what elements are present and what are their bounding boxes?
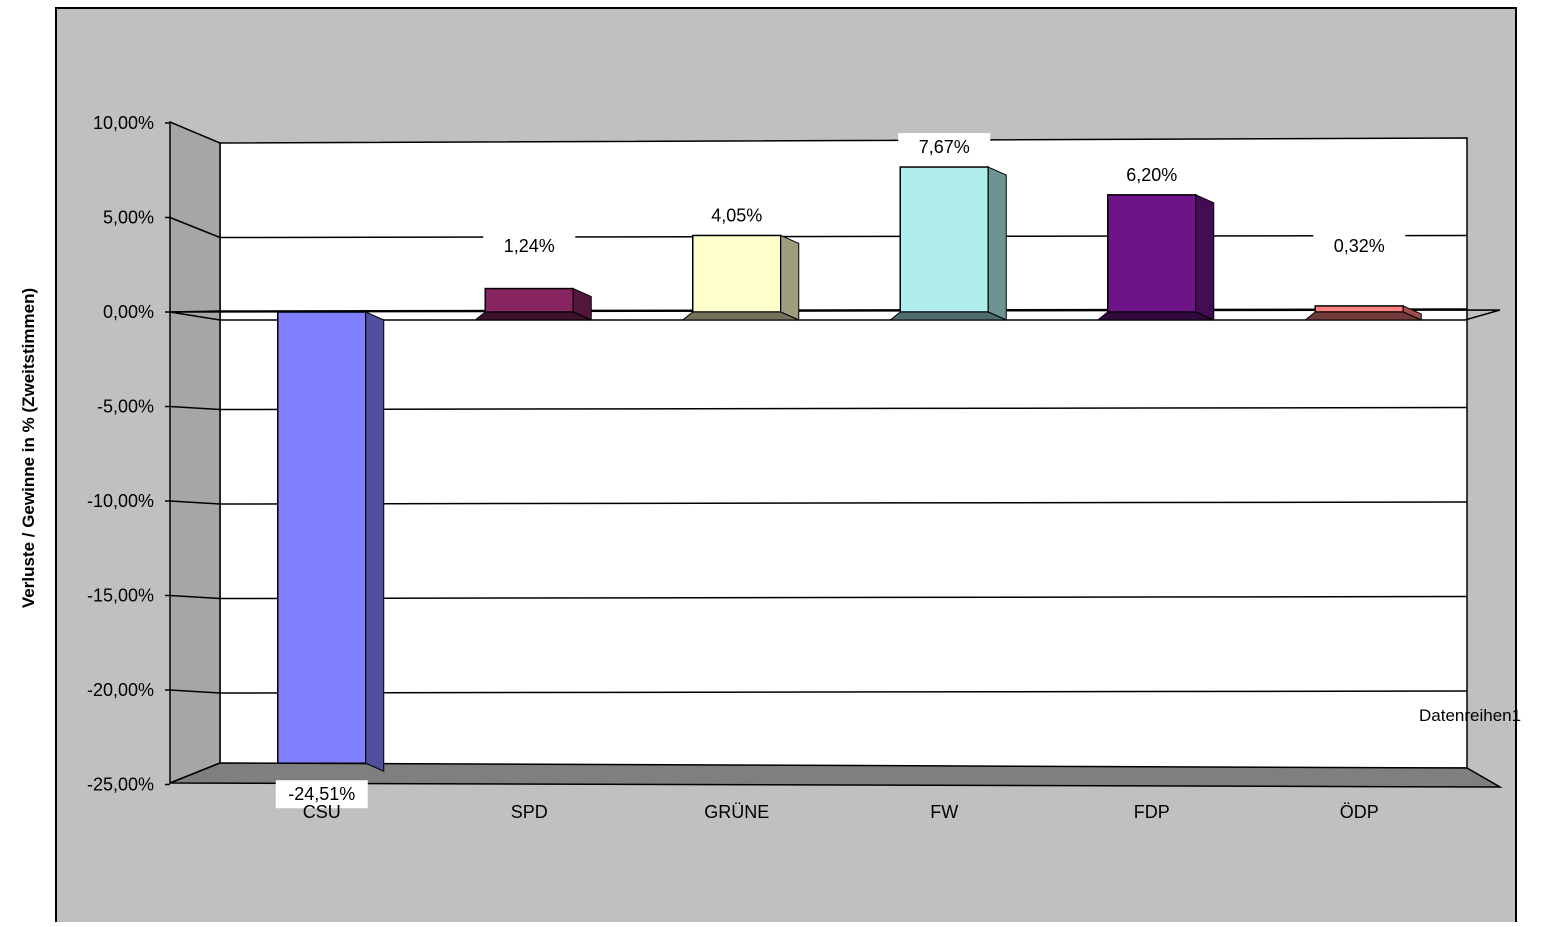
data-label-bg [1105, 160, 1198, 189]
gridline-side [169, 405, 221, 411]
y-tick-label: -25,00% [87, 775, 154, 795]
bar-side-fw [987, 166, 1007, 321]
plot-back-wall [219, 137, 1468, 769]
category-label: SPD [511, 802, 548, 822]
category-label: GRÜNE [704, 802, 769, 822]
bar-base-fw [888, 311, 1007, 321]
y-axis-label: Verluste / Gewinne in % (Zweitstimmen) [19, 288, 38, 608]
bar-base-fdp [1096, 311, 1214, 321]
y-tick-label: -5,00% [97, 397, 154, 417]
data-label-bg [483, 232, 576, 260]
category-label: FDP [1134, 802, 1170, 822]
data-label-bg [690, 201, 783, 230]
gridline-side [169, 594, 221, 600]
plot-floor [169, 762, 1503, 788]
y-tick-label: -20,00% [87, 680, 154, 700]
bar-csu [277, 311, 367, 764]
bar-base-grüne [681, 311, 799, 321]
y-tick-label: 5,00% [103, 208, 154, 228]
gridline-side [169, 689, 221, 694]
gridline [219, 234, 1468, 239]
bar-fw [899, 166, 989, 313]
y-tick-label: -10,00% [87, 491, 154, 511]
category-label: CSU [303, 802, 341, 822]
data-label: 4,05% [711, 205, 762, 225]
category-label: ÖDP [1340, 802, 1379, 822]
y-tick-label: 0,00% [103, 302, 154, 322]
gridline [219, 595, 1468, 600]
bar-fdp [1107, 194, 1197, 313]
gridline [219, 406, 1468, 411]
y-tick-label: 10,00% [93, 113, 154, 133]
data-label-bg [898, 133, 991, 162]
bar-spd [484, 287, 574, 313]
bar-side-csu [365, 311, 385, 773]
bar-side-fdp [1195, 194, 1215, 321]
data-label: -24,51% [288, 784, 355, 804]
data-label-bg [1313, 232, 1406, 260]
legend-entry: Datenreihen1 [1419, 706, 1521, 725]
data-label: 1,24% [504, 236, 555, 256]
bar-base-spd [473, 311, 592, 321]
zero-plane [169, 309, 1501, 321]
y-tick-label: -15,00% [87, 586, 154, 606]
data-label: 7,67% [919, 137, 970, 157]
gridline [219, 690, 1468, 694]
gridline-side [169, 500, 221, 505]
data-label: 0,32% [1334, 236, 1385, 256]
data-label: 6,20% [1126, 165, 1177, 185]
bar-base-ödp [1303, 311, 1422, 321]
bar-grüne [692, 234, 782, 313]
bar-ödp [1314, 305, 1404, 313]
gridline [219, 308, 1468, 312]
gridline-side [169, 216, 221, 239]
gridline [219, 501, 1468, 505]
data-label-bg [275, 780, 368, 809]
category-label: FW [930, 802, 958, 822]
bar-side-grüne [780, 234, 800, 321]
